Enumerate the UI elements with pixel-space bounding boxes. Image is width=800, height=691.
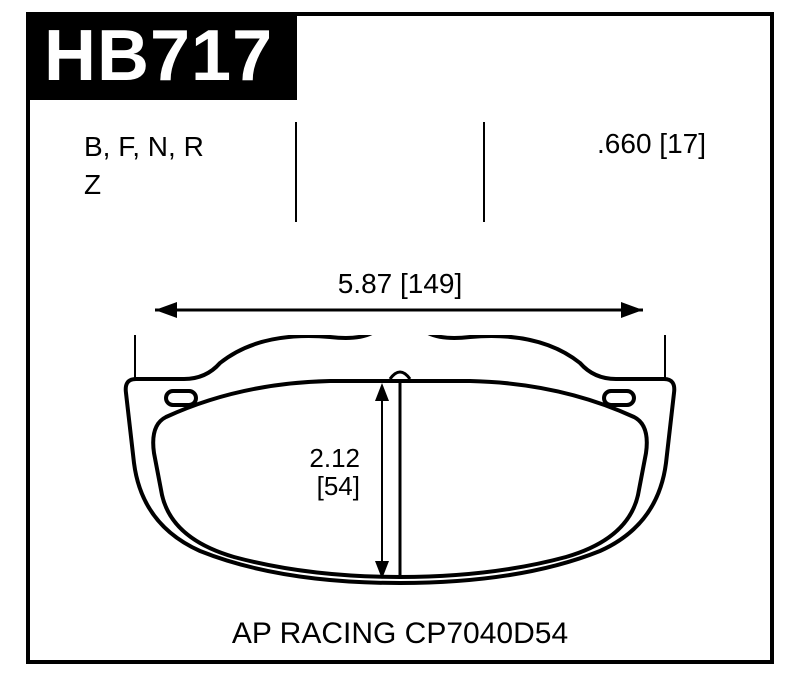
- width-arrow: [0, 290, 800, 330]
- compound-codes: B, F, N, R Z: [84, 128, 204, 204]
- compound-codes-line1: B, F, N, R: [84, 128, 204, 166]
- brake-pad-outline: 2.12 [54]: [120, 335, 680, 595]
- height-dim-bottom: [54]: [317, 471, 360, 501]
- part-number: HB717: [44, 15, 273, 97]
- compound-codes-line2: Z: [84, 166, 204, 204]
- title-bar: HB717: [26, 12, 297, 100]
- diagram-frame: HB717 B, F, N, R Z .660 [17] 5.87 [149] …: [0, 0, 800, 691]
- tick-right: [483, 122, 485, 222]
- caption: AP RACING CP7040D54: [0, 617, 800, 651]
- tick-left: [295, 122, 297, 222]
- height-dim-top: 2.12: [309, 443, 360, 473]
- thickness-dim: .660 [17]: [597, 128, 706, 160]
